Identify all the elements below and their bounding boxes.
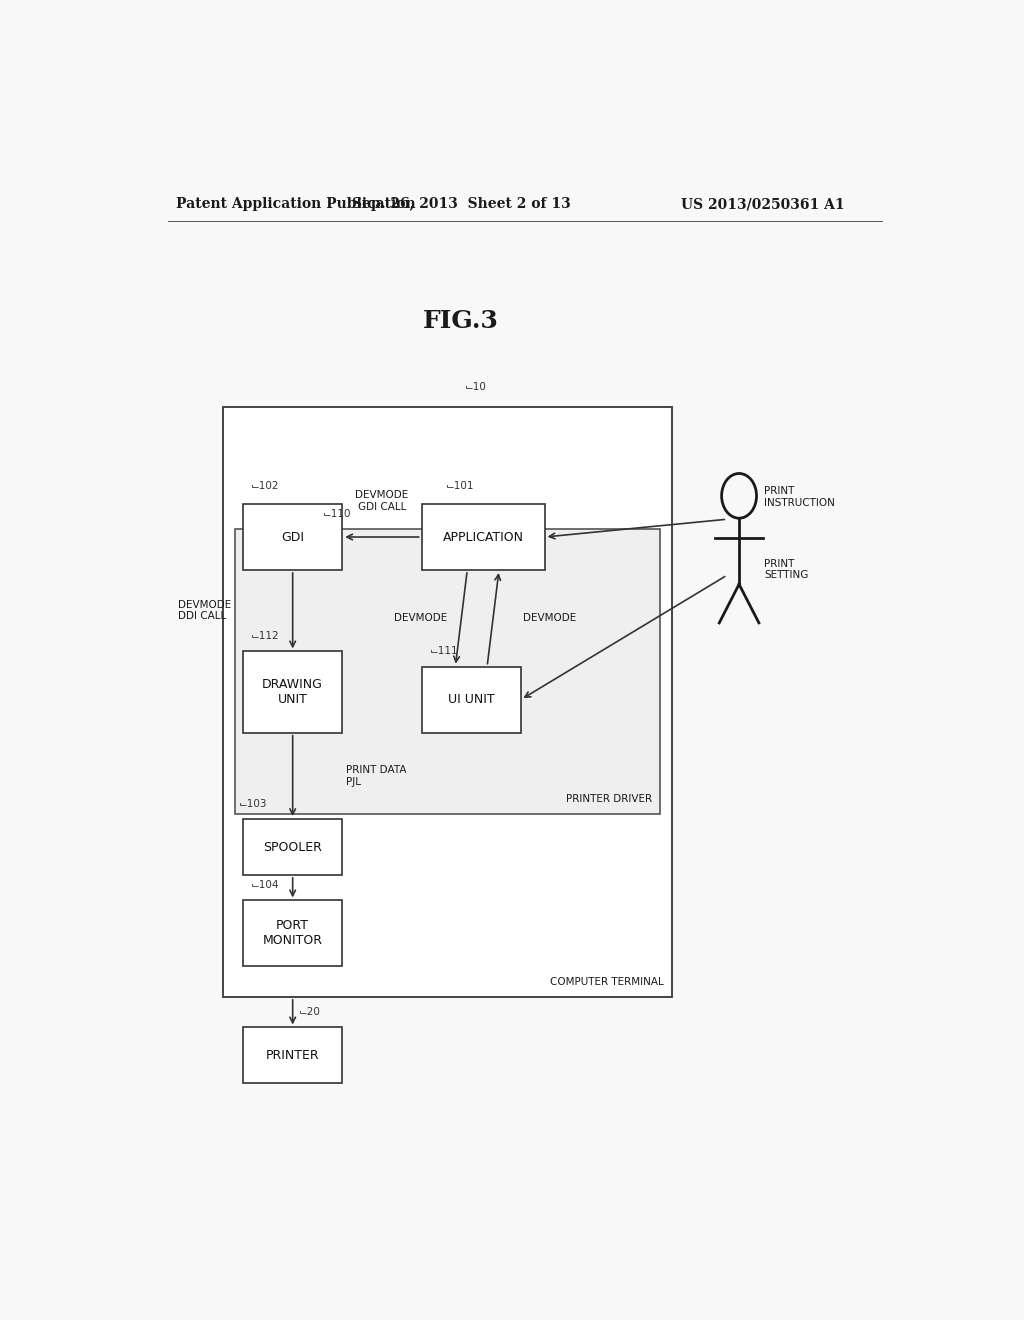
Text: Patent Application Publication: Patent Application Publication — [176, 197, 416, 211]
Text: DEVMODE: DEVMODE — [394, 614, 447, 623]
Text: PRINT
INSTRUCTION: PRINT INSTRUCTION — [765, 486, 836, 508]
Bar — [243, 818, 342, 875]
Bar — [243, 900, 342, 966]
Text: APPLICATION: APPLICATION — [442, 531, 523, 544]
Text: PRINT
SETTING: PRINT SETTING — [765, 558, 809, 581]
Text: SPOOLER: SPOOLER — [263, 841, 323, 854]
Text: DEVMODE
DDI CALL: DEVMODE DDI CALL — [178, 599, 231, 622]
Text: ⌙110: ⌙110 — [323, 510, 351, 519]
Text: ⌙104: ⌙104 — [251, 880, 280, 890]
Text: ⌙10: ⌙10 — [465, 381, 487, 392]
Bar — [243, 504, 342, 570]
Text: ⌙102: ⌙102 — [251, 480, 280, 491]
Text: DEVMODE
GDI CALL: DEVMODE GDI CALL — [355, 490, 409, 512]
Text: PORT
MONITOR: PORT MONITOR — [263, 920, 323, 948]
Bar — [422, 504, 545, 570]
Text: Sep. 26, 2013  Sheet 2 of 13: Sep. 26, 2013 Sheet 2 of 13 — [352, 197, 570, 211]
Text: COMPUTER TERMINAL: COMPUTER TERMINAL — [550, 977, 664, 987]
Bar — [422, 667, 521, 733]
Text: DRAWING
UNIT: DRAWING UNIT — [262, 678, 324, 706]
Bar — [243, 651, 342, 733]
Text: UI UNIT: UI UNIT — [447, 693, 495, 706]
Text: ⌙112: ⌙112 — [251, 631, 280, 642]
Text: PRINT DATA
PJL: PRINT DATA PJL — [346, 766, 407, 787]
Text: US 2013/0250361 A1: US 2013/0250361 A1 — [681, 197, 845, 211]
Text: ⌙101: ⌙101 — [445, 480, 474, 491]
Text: ⌙103: ⌙103 — [239, 799, 267, 809]
Text: DEVMODE: DEVMODE — [523, 614, 577, 623]
Text: GDI: GDI — [282, 531, 304, 544]
Bar — [236, 529, 659, 814]
Bar — [223, 408, 672, 997]
Text: ⌙20: ⌙20 — [299, 1007, 321, 1018]
Bar — [243, 1027, 342, 1084]
Text: PRINTER DRIVER: PRINTER DRIVER — [565, 793, 652, 804]
Text: PRINTER: PRINTER — [266, 1049, 319, 1061]
Text: FIG.3: FIG.3 — [423, 309, 500, 333]
Text: ⌙111: ⌙111 — [430, 647, 458, 656]
